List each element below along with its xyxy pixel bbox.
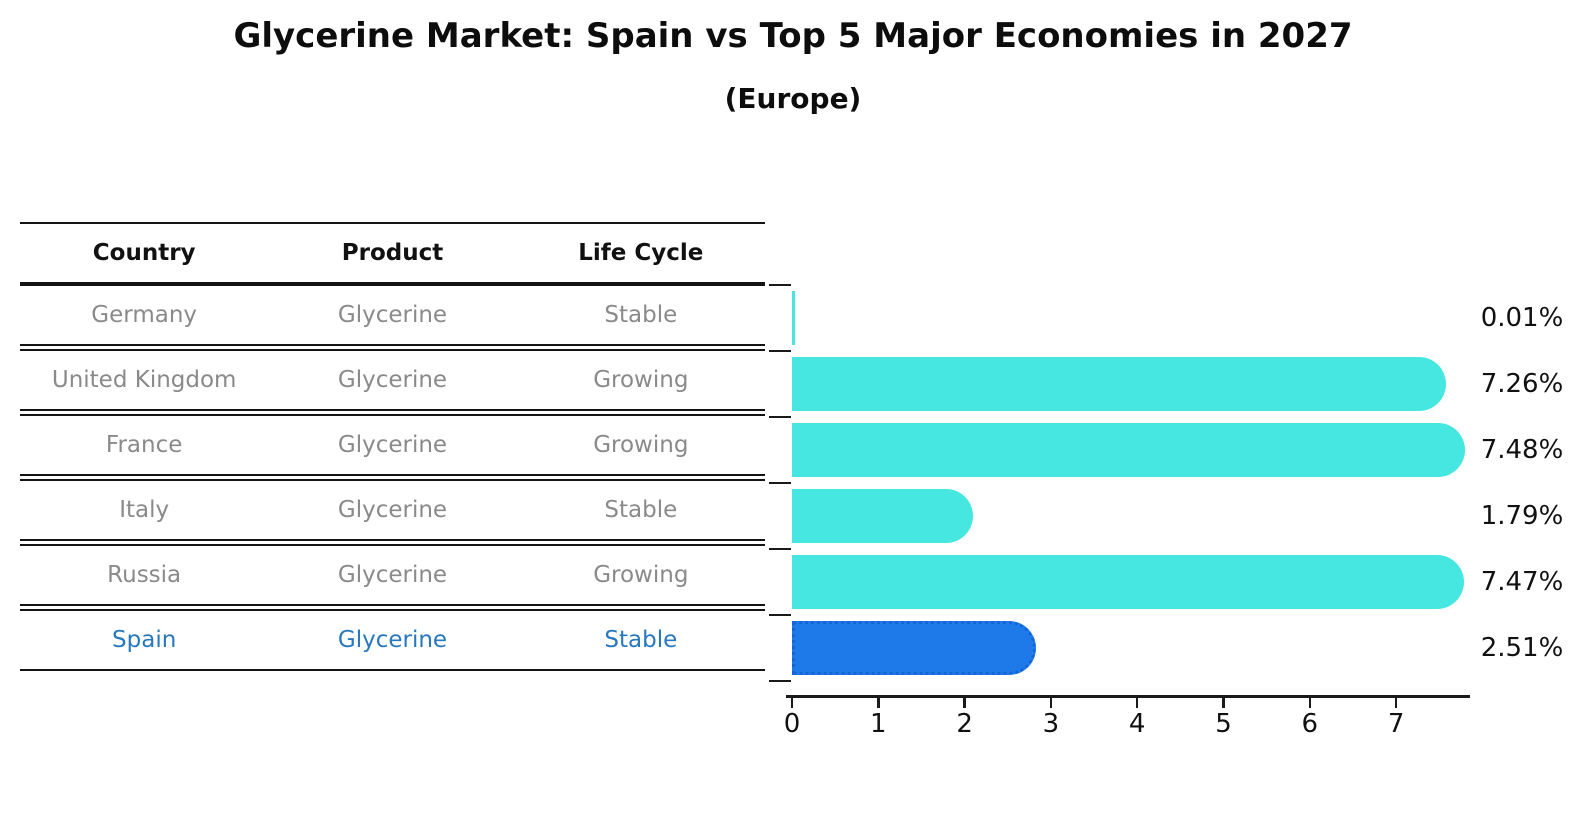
cell-italy-product: Glycerine [337, 497, 448, 523]
table-header-row: Country Product Life Cycle [20, 222, 765, 284]
cell-united-kingdom-country: United Kingdom [51, 367, 237, 393]
value-label-spain: 2.51% [1480, 633, 1564, 663]
table-row-italy: Italy Glycerine Stable [20, 479, 765, 541]
cell-spain-product: Glycerine [337, 627, 448, 653]
cell-germany-country: Germany [91, 302, 198, 328]
bar-united-kingdom [792, 357, 1446, 411]
y-tick-3 [769, 481, 791, 485]
value-label-germany: 0.01% [1480, 303, 1564, 333]
x-tick-label-4: 4 [1128, 709, 1146, 739]
x-tick-label-0: 0 [783, 709, 801, 739]
value-label-russia: 7.47% [1480, 567, 1564, 597]
x-tick-label-1: 1 [870, 709, 887, 739]
bar-italy [792, 489, 974, 543]
cell-russia-life-cycle: Growing [593, 562, 689, 588]
x-tick-label-5: 5 [1215, 709, 1232, 739]
bar-france [792, 423, 1465, 477]
y-tick-0 [769, 283, 791, 287]
x-tick-3 [1049, 698, 1053, 708]
x-tick-label-7: 7 [1387, 709, 1405, 739]
cell-italy-life-cycle: Stable [604, 497, 678, 523]
y-tick-5 [769, 613, 791, 617]
x-tick-0 [790, 698, 794, 708]
chart-title: Glycerine Market: Spain vs Top 5 Major E… [233, 16, 1353, 56]
table-header-product: Product [341, 240, 444, 266]
cell-russia-product: Glycerine [337, 562, 448, 588]
table-row-united-kingdom: United Kingdom Glycerine Growing [20, 349, 765, 411]
cell-united-kingdom-life-cycle: Growing [593, 367, 689, 393]
cell-france-life-cycle: Growing [593, 432, 689, 458]
x-tick-6 [1308, 698, 1312, 708]
cell-russia-country: Russia [107, 562, 182, 588]
x-tick-7 [1394, 698, 1398, 708]
value-label-france: 7.48% [1480, 435, 1564, 465]
cell-germany-product: Glycerine [337, 302, 448, 328]
bar-spain [792, 621, 1036, 675]
table-row-germany: Germany Glycerine Stable [20, 284, 765, 346]
cell-france-country: France [105, 432, 183, 458]
table-header-country: Country [92, 240, 196, 266]
country-table: Country Product Life Cycle Germany Glycerin… [20, 222, 765, 671]
x-tick-label-2: 2 [956, 709, 973, 739]
x-tick-1 [877, 698, 880, 708]
y-tick-1 [769, 349, 791, 353]
table-row-spain: Spain Glycerine Stable [20, 609, 765, 671]
value-label-united-kingdom: 7.26% [1480, 369, 1564, 399]
chart-subtitle: (Europe) [724, 82, 862, 115]
x-tick-label-3: 3 [1042, 709, 1060, 739]
y-tick-4 [769, 547, 791, 551]
x-tick-label-6: 6 [1301, 709, 1319, 739]
x-tick-2 [963, 698, 966, 708]
value-label-italy: 1.79% [1480, 501, 1564, 531]
table-header-life-cycle: Life Cycle [578, 240, 704, 266]
bar-germany [792, 291, 795, 345]
cell-germany-life-cycle: Stable [604, 302, 678, 328]
x-tick-4 [1135, 698, 1139, 708]
table-row-russia: Russia Glycerine Growing [20, 544, 765, 606]
cell-spain-life-cycle: Stable [604, 627, 678, 653]
bar-russia [792, 555, 1464, 609]
table-row-france: France Glycerine Growing [20, 414, 765, 476]
cell-united-kingdom-product: Glycerine [337, 367, 448, 393]
x-tick-5 [1222, 698, 1225, 708]
x-axis-line [786, 695, 1470, 698]
cell-spain-country: Spain [112, 627, 177, 653]
cell-italy-country: Italy [119, 497, 170, 523]
y-tick-2 [769, 415, 791, 419]
y-tick-6 [769, 679, 791, 683]
cell-france-product: Glycerine [337, 432, 448, 458]
